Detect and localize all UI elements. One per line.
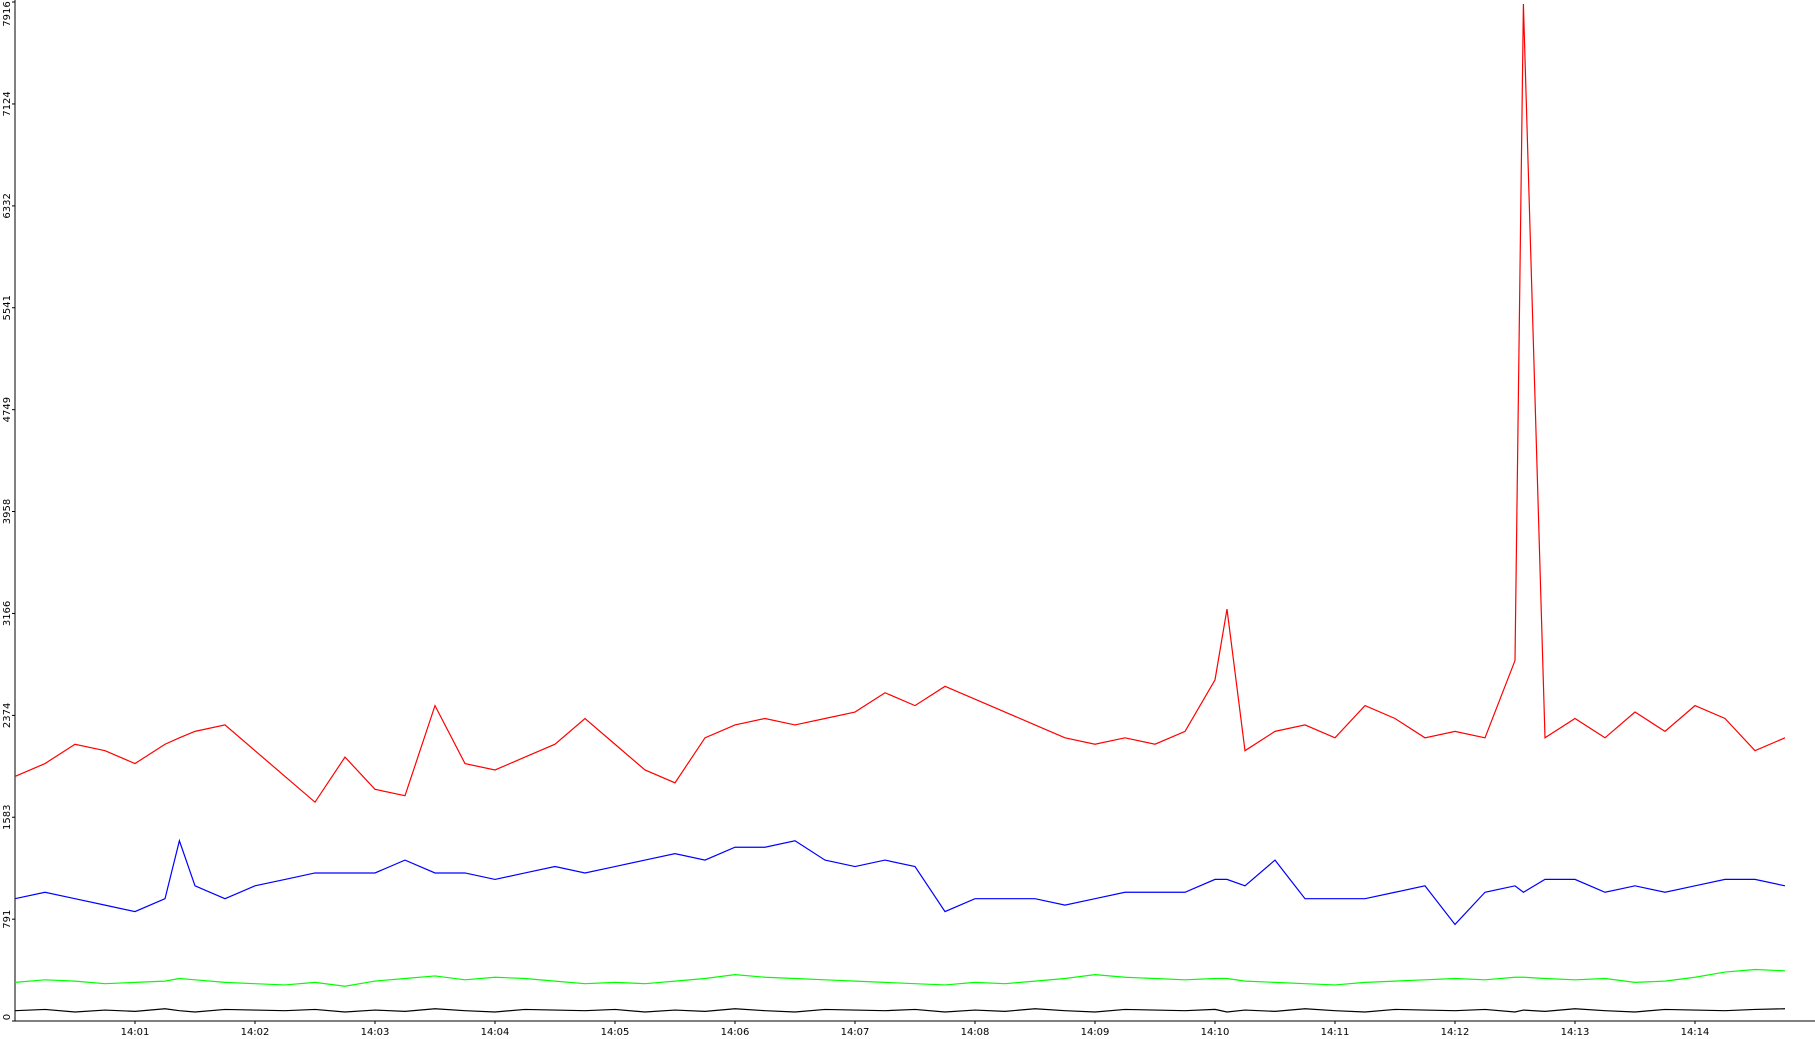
x-tick-label: 14:13 <box>1561 1027 1590 1038</box>
series-line <box>14 4 1786 804</box>
x-tick-label: 14:05 <box>601 1027 630 1038</box>
x-tick-label: 14:08 <box>961 1027 990 1038</box>
series-line <box>14 838 1786 926</box>
x-tick-label: 14:11 <box>1321 1027 1350 1038</box>
x-tick-label: 14:09 <box>1081 1027 1110 1038</box>
x-tick-label: 14:01 <box>121 1027 150 1038</box>
x-tick-label: 14:10 <box>1201 1027 1230 1038</box>
y-tick-label: 1583 <box>2 804 13 829</box>
y-tick-label: 6332 <box>2 193 13 218</box>
y-tick-label: 2374 <box>2 703 13 728</box>
y-tick-label: 0 <box>2 1014 13 1020</box>
x-tick-label: 14:04 <box>481 1027 510 1038</box>
x-tick-label: 14:03 <box>361 1027 390 1038</box>
series-line <box>14 1008 1786 1013</box>
y-tick-label: 7916 <box>2 1 13 26</box>
x-tick-label: 14:14 <box>1681 1027 1710 1038</box>
y-tick-label: 3166 <box>2 601 13 626</box>
x-tick-label: 14:02 <box>241 1027 270 1038</box>
y-tick-label: 791 <box>2 910 13 929</box>
y-tick-label: 4749 <box>2 397 13 422</box>
x-tick-label: 14:12 <box>1441 1027 1470 1038</box>
series-line <box>14 968 1786 987</box>
x-tick-label: 14:06 <box>721 1027 750 1038</box>
x-tick-label: 14:07 <box>841 1027 870 1038</box>
y-tick-label: 3958 <box>2 499 13 524</box>
y-tick-label: 7124 <box>2 91 13 116</box>
y-tick-label: 5541 <box>2 295 13 320</box>
